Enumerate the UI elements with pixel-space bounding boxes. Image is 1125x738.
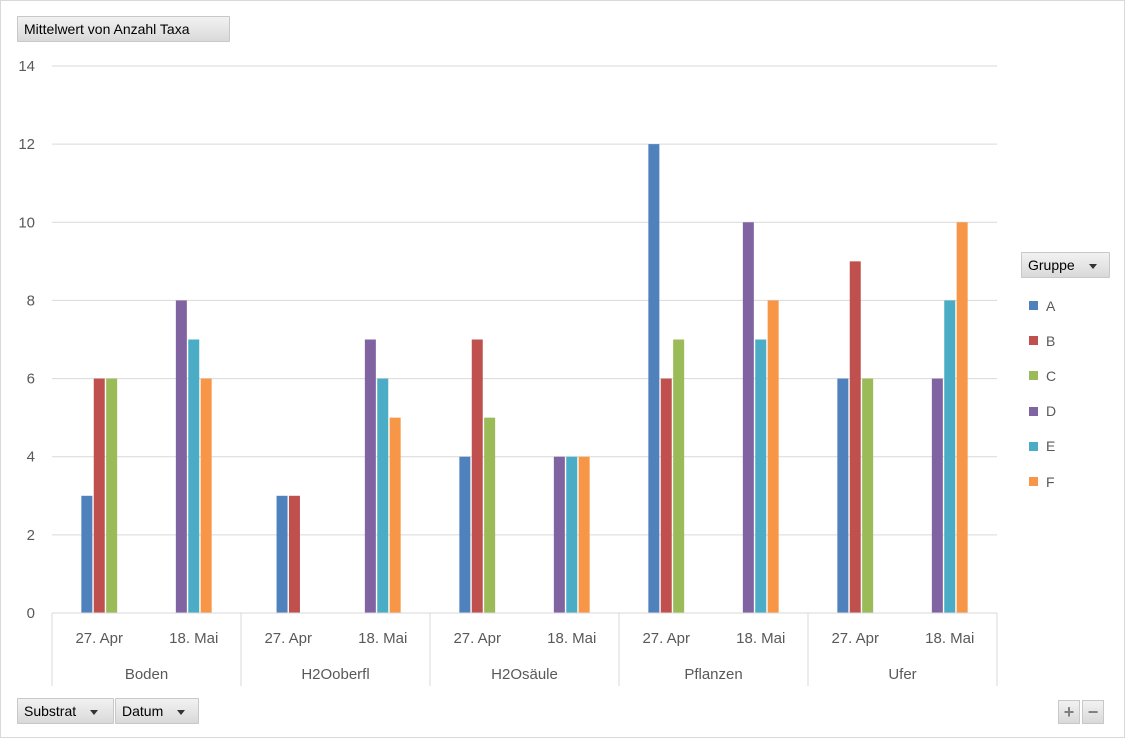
x-tick-label: 27. Apr [264, 630, 312, 647]
bar-a [276, 495, 288, 613]
legend-item: D [1029, 394, 1109, 429]
y-tick-label: 4 [27, 449, 35, 466]
x-tick-label: 18. Mai [925, 630, 974, 647]
y-tick-label: 14 [18, 58, 35, 75]
x-tick-label: 18. Mai [736, 630, 785, 647]
x-tick-label: 27. Apr [453, 630, 501, 647]
collapse-button[interactable]: − [1082, 700, 1104, 724]
legend-swatch [1029, 301, 1038, 311]
legend-item: F [1029, 464, 1109, 499]
bar-c [673, 339, 685, 613]
x-group-label: H2Osäule [491, 666, 558, 683]
bar-e [377, 378, 389, 613]
x-group-label: Boden [125, 666, 168, 683]
bar-a [81, 495, 93, 613]
bar-f [578, 456, 590, 613]
expand-button[interactable]: + [1058, 700, 1080, 724]
legend-item: B [1029, 323, 1109, 358]
bar-f [200, 378, 212, 613]
chevron-down-icon [177, 709, 186, 715]
bar-a [459, 456, 471, 613]
bar-b [849, 261, 861, 613]
axis-field-label: Datum [122, 703, 164, 719]
bar-e [566, 456, 578, 613]
x-tick-label: 18. Mai [547, 630, 596, 647]
bar-b [288, 495, 300, 613]
x-tick-label: 18. Mai [169, 630, 218, 647]
bar-e [944, 300, 956, 613]
axis-field-label: Substrat [24, 703, 77, 719]
x-tick-label: 27. Apr [75, 630, 123, 647]
legend-label: A [1046, 297, 1056, 314]
legend-swatch [1029, 371, 1038, 381]
bar-e [755, 339, 767, 613]
y-tick-label: 8 [27, 292, 35, 309]
legend-label: B [1046, 332, 1056, 349]
axis-field-button-datum[interactable]: Datum [115, 698, 199, 724]
legend-item: A [1029, 288, 1109, 323]
legend-label: F [1046, 473, 1055, 490]
bar-b [93, 378, 105, 613]
bar-f [389, 417, 401, 613]
bar-b [660, 378, 672, 613]
legend-item: E [1029, 429, 1109, 464]
value-field-label: Mittelwert von Anzahl Taxa [24, 21, 190, 37]
y-tick-label: 2 [27, 527, 35, 544]
legend-field-label: Gruppe [1028, 257, 1075, 273]
y-tick-label: 6 [27, 371, 35, 388]
x-tick-label: 27. Apr [831, 630, 879, 647]
bar-b [471, 339, 483, 613]
plot-area: 0 2 4 6 8 10 12 14 27. Apr 18. Mai Boden 27. Apr 18.… [18, 58, 998, 686]
zoom-controls: + − [1058, 700, 1104, 724]
x-tick-label: 27. Apr [642, 630, 690, 647]
bar-d [175, 300, 187, 613]
legend-label: D [1046, 403, 1057, 420]
y-tick-label: 10 [18, 214, 35, 231]
legend-swatch [1029, 406, 1038, 416]
x-group-label: Pflanzen [684, 666, 742, 683]
x-tick-label: 18. Mai [358, 630, 407, 647]
bar-f [767, 300, 779, 613]
legend-item: C [1029, 358, 1109, 393]
y-tick-label: 0 [27, 605, 35, 622]
legend-swatch [1029, 441, 1038, 451]
bar-a [837, 378, 849, 613]
legend: A B C D E F [1029, 288, 1109, 499]
chevron-down-icon [1088, 263, 1097, 269]
bar-d [742, 222, 754, 614]
bar-d [364, 339, 376, 613]
bar-e [188, 339, 200, 613]
axis-field-button-substrat[interactable]: Substrat [17, 698, 114, 724]
value-field-button[interactable]: Mittelwert von Anzahl Taxa [17, 16, 230, 42]
y-tick-label: 12 [18, 136, 35, 153]
legend-swatch [1029, 477, 1038, 487]
legend-label: C [1046, 367, 1057, 384]
legend-field-button-gruppe[interactable]: Gruppe [1021, 252, 1110, 278]
bar-d [553, 456, 565, 613]
bar-c [106, 378, 118, 613]
legend-swatch [1029, 336, 1038, 346]
bar-c [862, 378, 874, 613]
x-group-label: H2Ooberfl [301, 666, 369, 683]
bar-d [931, 378, 943, 613]
bar-a [648, 144, 660, 613]
legend-label: E [1046, 438, 1056, 455]
chevron-down-icon [90, 709, 99, 715]
bar-c [484, 417, 496, 613]
x-group-label: Ufer [888, 666, 916, 683]
bar-f [956, 222, 968, 614]
